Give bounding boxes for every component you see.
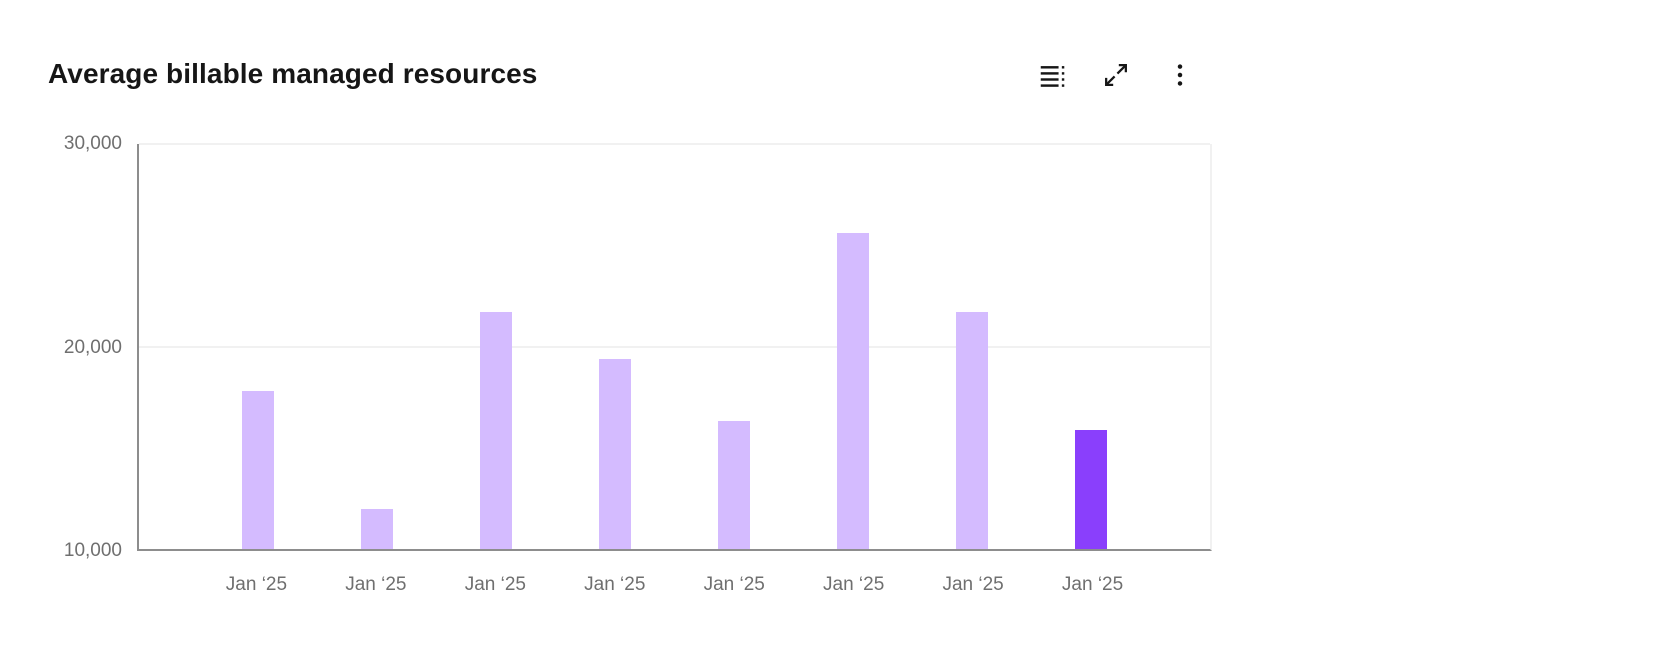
bar[interactable] (837, 233, 869, 549)
x-tick-label: Jan ‘25 (584, 574, 646, 595)
show-data-table-button[interactable] (1032, 53, 1072, 97)
bar[interactable] (361, 508, 393, 549)
y-tick-label: 10,000 (63, 540, 122, 561)
x-tick-label: Jan ‘25 (703, 574, 765, 595)
x-tick-label: Jan ‘25 (345, 574, 407, 595)
bar[interactable] (242, 391, 274, 549)
kebab-icon (1177, 64, 1183, 86)
gridline (139, 143, 1210, 145)
chart-toolbar (1032, 53, 1200, 97)
x-tick-label: Jan ‘25 (942, 574, 1004, 595)
y-tick-label: 20,000 (63, 336, 122, 358)
chart-title: Average billable managed resources (48, 58, 538, 89)
bar[interactable] (718, 421, 750, 549)
x-tick-label: Jan ‘25 (1061, 574, 1124, 595)
bar[interactable] (599, 358, 631, 549)
bar[interactable] (480, 312, 512, 549)
bar[interactable] (956, 312, 988, 549)
y-axis-labels: 10,000 20,000 30,000 (30, 133, 122, 561)
overflow-menu-button[interactable] (1160, 53, 1200, 97)
x-axis-labels: Jan ‘25 Jan ‘25 Jan ‘25 Jan ‘25 Jan ‘25 Jan ‘… (137, 571, 1212, 599)
x-tick-label: Jan ‘25 (225, 574, 288, 595)
x-tick-label: Jan ‘25 (464, 574, 526, 595)
bar[interactable] (1075, 429, 1107, 549)
expand-button[interactable] (1096, 53, 1136, 97)
plot-area (137, 143, 1212, 551)
x-tick-label: Jan ‘25 (823, 574, 885, 595)
y-tick-label: 30,000 (63, 133, 122, 154)
expand-icon (1105, 64, 1127, 86)
gridline (139, 345, 1210, 348)
data-table-icon (1040, 66, 1065, 87)
